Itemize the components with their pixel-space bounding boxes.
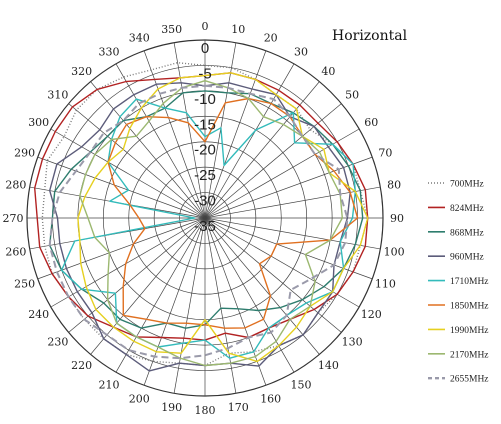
angle-tick-label: 220 [71, 359, 92, 372]
angle-tick-label: 230 [47, 335, 68, 348]
legend-label: 960MHz [450, 253, 484, 263]
grid-spoke [173, 42, 206, 219]
angle-tick-label: 80 [387, 179, 401, 192]
angle-tick-label: 260 [5, 245, 26, 258]
angle-tick-label: 60 [364, 116, 378, 129]
angle-tick-label: 170 [228, 401, 249, 414]
grid-spoke [50, 128, 206, 219]
grid-spoke [90, 217, 206, 355]
radial-tick-label: -20 [194, 142, 216, 159]
angle-tick-label: 90 [390, 212, 404, 225]
grid-spoke [37, 217, 206, 280]
angle-tick-label: 50 [345, 89, 359, 102]
grid-spoke [204, 63, 295, 219]
radial-tick-label: -15 [194, 116, 216, 133]
radial-tick-label: -25 [194, 167, 216, 184]
grid-spoke [68, 103, 206, 219]
legend-label: 700MHz [450, 180, 484, 190]
angle-tick-label: 70 [378, 146, 392, 159]
series-layer [34, 62, 369, 372]
grid-spoke [204, 50, 267, 219]
angle-tick-label: 300 [28, 116, 49, 129]
legend: 700MHz 824MHz 868MHz 960MHz 1710MHz 1850MHz 19… [428, 180, 489, 385]
angle-tick-label: 100 [384, 245, 405, 258]
angle-tick-label: 280 [5, 179, 26, 192]
angle-tick-label: 130 [342, 335, 363, 348]
angle-tick-label: 330 [99, 46, 120, 59]
grid-spoke [204, 186, 381, 219]
angle-tick-label: 320 [71, 65, 92, 78]
grid-spoke [204, 217, 381, 250]
radial-tick-label: -30 [194, 193, 216, 210]
grid-spoke [204, 217, 373, 280]
angle-tick-label: 160 [260, 392, 281, 405]
grid-spoke [50, 217, 206, 308]
grid-spoke [173, 217, 206, 394]
legend-label: 868MHz [450, 228, 484, 238]
grid-spoke [115, 217, 206, 373]
angle-tick-label: 0 [202, 20, 209, 33]
radial-tick-label: -10 [194, 91, 216, 108]
angle-tick-label: 290 [14, 146, 35, 159]
grid-spoke [204, 217, 360, 308]
radial-tick-label: -5 [198, 65, 211, 82]
angle-tick-label: 30 [294, 46, 308, 59]
grid-spoke [143, 50, 206, 219]
radial-tick-label: 0 [201, 40, 209, 57]
legend-label: 1990MHz [450, 326, 489, 336]
angle-tick-label: 40 [321, 65, 335, 78]
grid-spoke [204, 81, 320, 219]
angle-tick-label: 180 [195, 404, 216, 417]
angle-tick-label: 350 [161, 23, 182, 36]
angle-tick-label: 190 [161, 401, 182, 414]
radial-tick-label: -35 [194, 218, 216, 235]
grid-spoke [90, 81, 206, 219]
grid-spoke [68, 217, 206, 333]
legend-label: 824MHz [450, 204, 484, 214]
angle-tick-label: 270 [3, 212, 24, 225]
series-line-1990mhz [77, 72, 369, 363]
series-line-2170mhz [79, 80, 343, 367]
angle-tick-label: 340 [129, 32, 150, 45]
angle-tick-label: 20 [264, 32, 278, 45]
angle-tick-label: 120 [361, 308, 382, 321]
grid-spoke [204, 217, 237, 394]
legend-label: 2655MHz [450, 375, 489, 385]
grid-spoke [204, 103, 342, 219]
angle-tick-label: 240 [28, 308, 49, 321]
grid-spoke [115, 63, 206, 219]
angle-tick-label: 310 [47, 89, 68, 102]
grid-spoke [204, 128, 360, 219]
legend-label: 1710MHz [450, 277, 489, 287]
grid-spoke [37, 156, 206, 219]
grid-spoke [204, 217, 295, 373]
chart-title: Horizontal [332, 28, 408, 44]
angle-tick-label: 110 [375, 278, 396, 291]
angle-tick-label: 140 [318, 359, 339, 372]
angle-tick-label: 10 [231, 23, 245, 36]
angle-tick-label: 200 [129, 392, 150, 405]
legend-label: 2170MHz [450, 350, 489, 360]
grid-spoke [204, 217, 342, 333]
angle-tick-label: 250 [14, 278, 35, 291]
grid-spoke [204, 217, 267, 386]
angle-tick-label: 150 [291, 378, 312, 391]
legend-label: 1850MHz [450, 302, 489, 312]
grid-spoke [204, 156, 373, 219]
angle-tick-label: 210 [99, 378, 120, 391]
grid-spoke [204, 217, 320, 355]
